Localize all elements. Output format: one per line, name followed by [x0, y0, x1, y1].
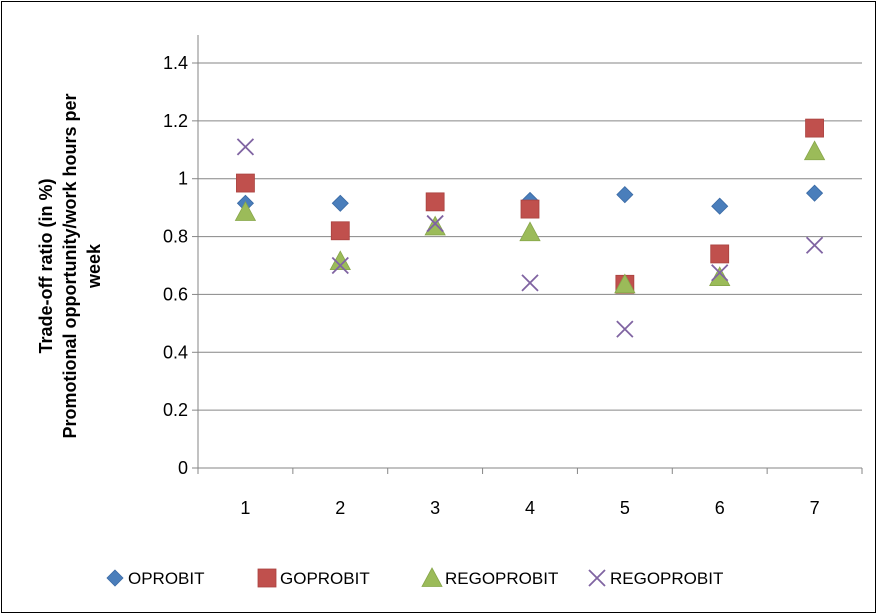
diamond-legend-marker: [107, 570, 123, 586]
data-point: [330, 251, 350, 269]
x-tick-label: 6: [715, 498, 725, 518]
data-point: [522, 275, 538, 291]
legend-item-1: OPROBIT: [107, 569, 205, 588]
y-tick-label: 0.4: [163, 342, 188, 362]
data-point: [712, 198, 728, 214]
legend-label: GOPROBIT: [280, 569, 370, 588]
series-2-points: [236, 119, 823, 293]
square-legend-marker: [258, 569, 276, 587]
legend-label: OPROBIT: [128, 569, 205, 588]
y-axis-label-line-1: Trade-off ratio (in %): [36, 178, 56, 353]
data-point: [332, 195, 348, 211]
axes: [198, 35, 862, 470]
y-tick-label: 0.2: [163, 400, 188, 420]
y-tick-label: 1.2: [163, 111, 188, 131]
y-tick-label: 1.4: [163, 53, 188, 73]
y-tick-label: 0.6: [163, 284, 188, 304]
data-point: [236, 174, 254, 192]
data-point: [807, 185, 823, 201]
y-tick-label: 0: [178, 458, 188, 478]
y-axis-label-line-2: Promotional opportunity/work hours per: [60, 93, 80, 438]
y-axis-label: Trade-off ratio (in %) Promotional oppor…: [36, 93, 104, 438]
x-tick-label: 5: [620, 498, 630, 518]
x-tick-labels: 1 2 3 4 5 6 7: [240, 498, 819, 518]
x-legend-marker: [589, 570, 605, 586]
data-point: [710, 267, 730, 286]
data-point: [426, 193, 444, 211]
data-point: [711, 245, 729, 263]
data-point: [617, 187, 633, 203]
data-point: [806, 119, 824, 137]
data-point: [807, 237, 823, 253]
legend: OPROBIT GOPROBIT REGOPROBIT REGOPROBIT: [107, 568, 723, 588]
data-point: [331, 222, 349, 240]
y-tick-labels: 0 0.2 0.4 0.6 0.8 1 1.2 1.4: [163, 53, 188, 478]
x-tick-label: 2: [335, 498, 345, 518]
data-point: [805, 141, 825, 160]
triangle-legend-marker: [422, 568, 442, 587]
data-point: [521, 200, 539, 218]
x-tick-label: 4: [525, 498, 535, 518]
gridlines: [192, 63, 862, 474]
data-point: [617, 321, 633, 337]
x-tick-label: 1: [240, 498, 250, 518]
data-point: [237, 139, 253, 155]
y-tick-label: 0.8: [163, 227, 188, 247]
y-axis-label-line-3: week: [84, 243, 104, 289]
data-point: [520, 222, 540, 241]
legend-label: REGOPROBIT: [445, 569, 558, 588]
legend-label: REGOPROBIT: [610, 569, 723, 588]
data-points: [235, 119, 824, 337]
data-point: [425, 216, 445, 235]
x-tick-label: 3: [430, 498, 440, 518]
legend-item-3: REGOPROBIT: [422, 568, 558, 588]
x-tick-label: 7: [810, 498, 820, 518]
y-tick-label: 1: [178, 169, 188, 189]
legend-item-2: GOPROBIT: [258, 569, 370, 588]
legend-item-4: REGOPROBIT: [589, 569, 723, 588]
